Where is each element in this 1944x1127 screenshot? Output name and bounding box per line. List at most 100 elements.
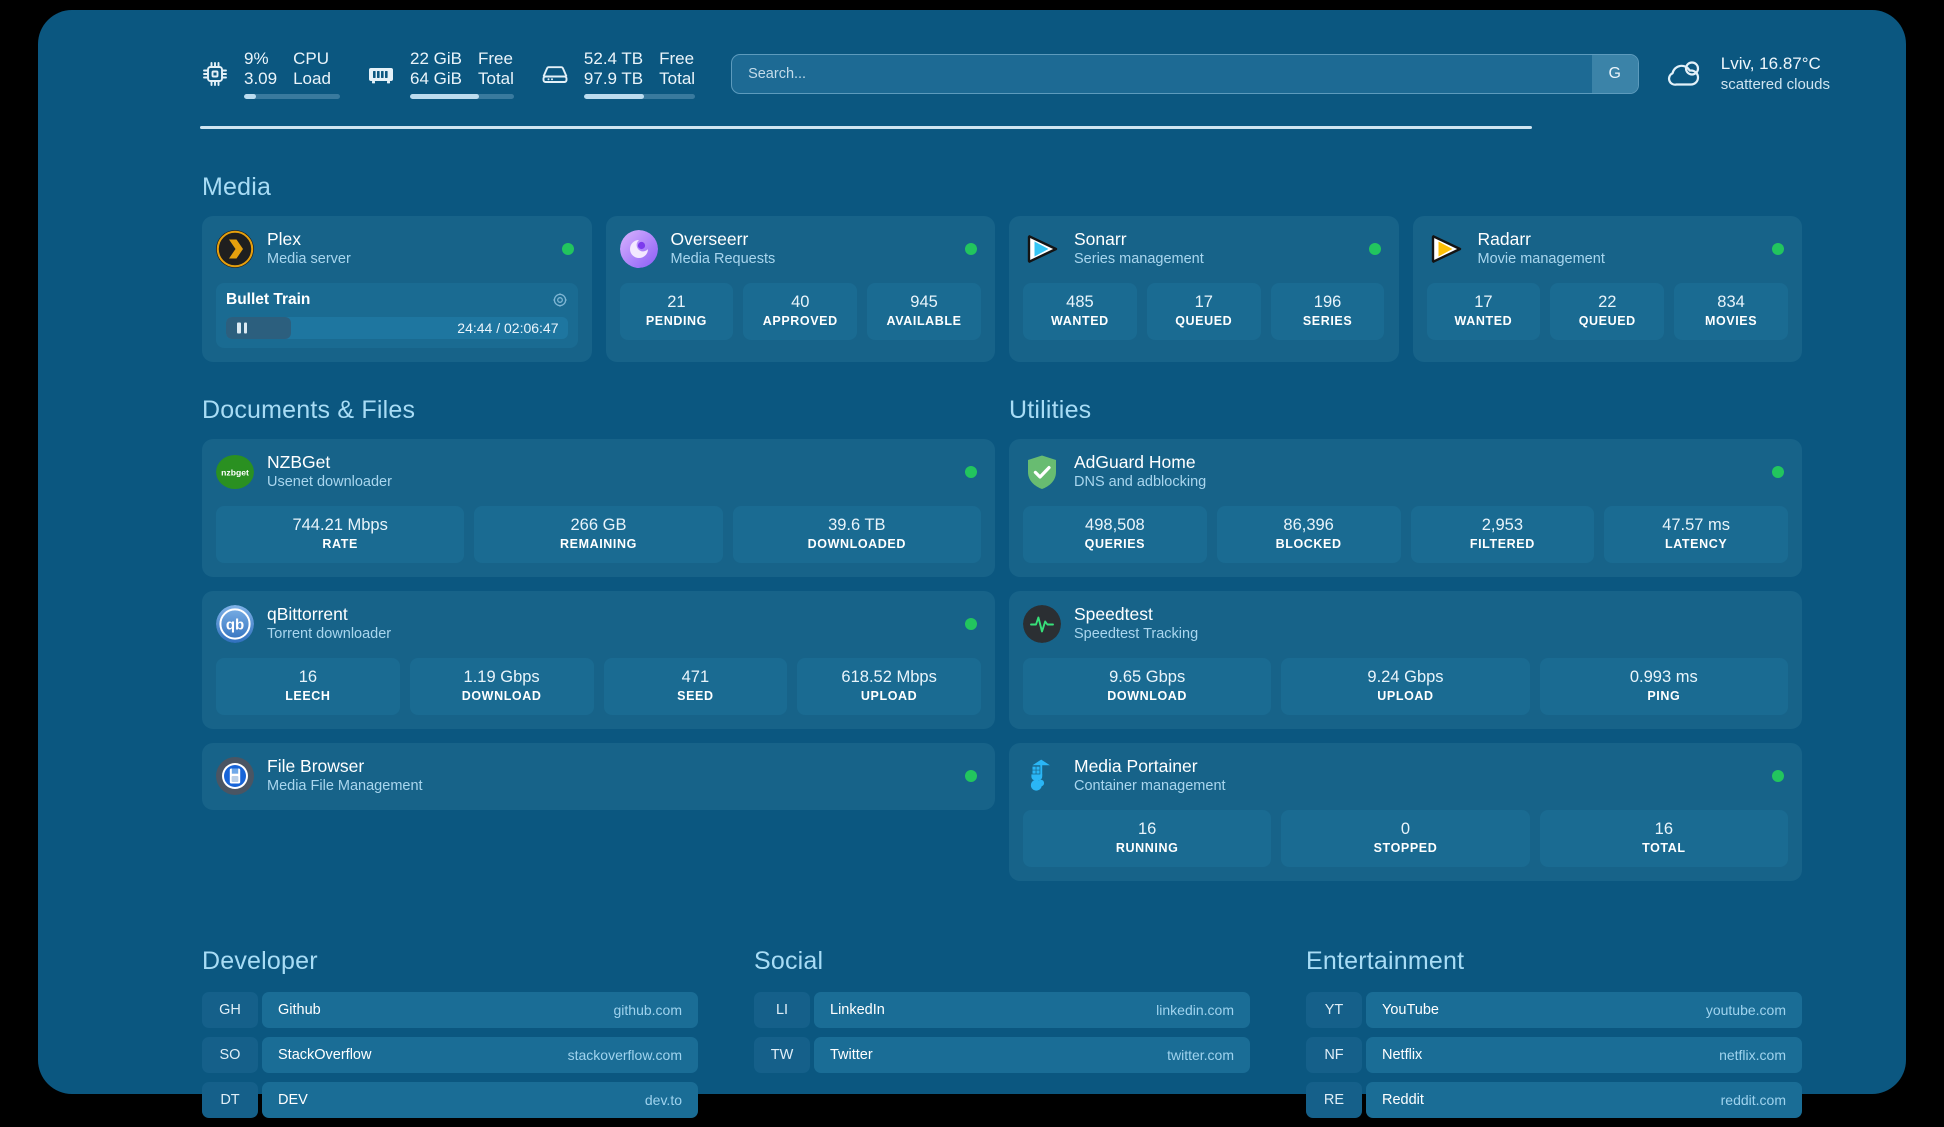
- card-subtitle: Torrent downloader: [267, 626, 392, 642]
- status-badge-online: [965, 466, 977, 478]
- bookmark-link[interactable]: DEV dev.to: [262, 1082, 698, 1118]
- stat-label: BLOCKED: [1275, 537, 1342, 551]
- service-card-adguard-home[interactable]: AdGuard Home DNS and adblocking 498,508 QUE…: [1009, 439, 1802, 577]
- service-card-media-portainer[interactable]: Media Portainer Container management 16 RUN…: [1009, 743, 1802, 881]
- stat-label: TOTAL: [1642, 841, 1686, 855]
- system-stat-cpu: 9% 3.09 CPU Load: [200, 49, 340, 99]
- bookmark-link[interactable]: LinkedIn linkedin.com: [814, 992, 1250, 1028]
- bookmark-item[interactable]: RE Reddit reddit.com: [1306, 1082, 1802, 1118]
- service-card-sonarr[interactable]: Sonarr Series management 485 WANTED 17 QUEUED…: [1009, 216, 1399, 362]
- card-header: Media Portainer Container management: [1023, 756, 1788, 796]
- card-title: qBittorrent: [267, 604, 348, 624]
- card-title: File Browser: [267, 756, 365, 776]
- bookmark-item[interactable]: LI LinkedIn linkedin.com: [754, 992, 1250, 1028]
- bookmark-link[interactable]: StackOverflow stackoverflow.com: [262, 1037, 698, 1073]
- stat-value: 47.57 ms: [1662, 516, 1731, 534]
- bookmark-name: Github: [278, 1002, 321, 1018]
- stat-value: 9.24 Gbps: [1367, 668, 1444, 686]
- stat-tile: 471 SEED: [603, 658, 788, 715]
- stat-value: 498,508: [1085, 516, 1145, 534]
- status-badge-online: [965, 618, 977, 630]
- bookmark-name: DEV: [278, 1092, 308, 1108]
- bookmarks-area: Developer GH Github github.com SO StackOverfl…: [202, 947, 1802, 1127]
- bookmark-item[interactable]: GH Github github.com: [202, 992, 698, 1028]
- card-header: Radarr Movie management: [1427, 229, 1789, 269]
- stat-label: MOVIES: [1704, 314, 1758, 328]
- portainer-logo: [1023, 757, 1061, 795]
- dashboard-window: 9% 3.09 CPU Load 22 GiB 64 GiB Free Total 52.4 T…: [38, 10, 1906, 1118]
- service-card-nzbget[interactable]: nzbget NZBGet Usenet downloader 744.21 Mbps…: [202, 439, 995, 577]
- card-subtitle: Movie management: [1477, 251, 1605, 267]
- stat-value: 1.19 Gbps: [463, 668, 540, 686]
- system-stat-value-primary: 52.4 TB: [583, 49, 644, 68]
- weather-description: scattered clouds: [1720, 76, 1830, 93]
- system-stats-group: 9% 3.09 CPU Load 22 GiB 64 GiB Free Total 52.4 T…: [200, 49, 721, 99]
- service-card-overseerr[interactable]: Overseerr Media Requests 21 PENDING 40 APPROV…: [605, 216, 995, 362]
- system-stat-label-primary: Free: [477, 49, 513, 68]
- bookmark-group-title: Entertainment: [1306, 947, 1465, 975]
- stat-label: AVAILABLE: [886, 314, 962, 328]
- status-badge-online: [965, 770, 977, 782]
- card-title: Media Portainer: [1074, 756, 1198, 776]
- stat-tile: 1.19 Gbps DOWNLOAD: [409, 658, 594, 715]
- bookmark-link[interactable]: YouTube youtube.com: [1366, 992, 1802, 1028]
- stat-value: 0: [1400, 820, 1411, 838]
- bookmark-link[interactable]: Netflix netflix.com: [1366, 1037, 1802, 1073]
- bookmark-item[interactable]: NF Netflix netflix.com: [1306, 1037, 1802, 1073]
- stat-label: LEECH: [285, 689, 331, 703]
- playback-time: 24:44 / 02:06:47: [457, 320, 559, 336]
- bookmark-link[interactable]: Reddit reddit.com: [1366, 1082, 1802, 1118]
- stat-value: 86,396: [1283, 516, 1334, 534]
- card-stats: 498,508 QUERIES 86,396 BLOCKED 2,953 FILTERED…: [1023, 506, 1788, 563]
- service-card-qbittorrent[interactable]: qb qBittorrent Torrent downloader 16 LEECH 1.…: [202, 591, 995, 729]
- stat-value: 834: [1717, 293, 1745, 311]
- status-badge-online: [1772, 770, 1784, 782]
- service-card-speedtest[interactable]: Speedtest Speedtest Tracking 9.65 Gbps DOWN…: [1009, 591, 1802, 729]
- bookmark-abbreviation: GH: [202, 992, 258, 1028]
- bookmark-group-developer: Developer GH Github github.com SO StackOverfl…: [202, 947, 698, 1127]
- bookmark-item[interactable]: TW Twitter twitter.com: [754, 1037, 1250, 1073]
- status-badge-online: [1772, 466, 1784, 478]
- bookmark-item[interactable]: DT DEV dev.to: [202, 1082, 698, 1118]
- stat-tile: 40 APPROVED: [743, 283, 858, 340]
- adguard-logo: [1023, 453, 1061, 491]
- section-title-documents: Documents & Files: [202, 396, 416, 424]
- stat-tile: 266 GB REMAINING: [474, 506, 723, 563]
- stat-tile: 2,953 FILTERED: [1410, 506, 1595, 563]
- service-card-file-browser[interactable]: File Browser Media File Management: [202, 743, 995, 810]
- card-subtitle: Speedtest Tracking: [1074, 626, 1199, 642]
- svg-text:qb: qb: [226, 617, 244, 634]
- service-card-plex[interactable]: Plex Media server Bullet Train 24:44 / 02:0…: [202, 216, 592, 362]
- stat-label: DOWNLOADED: [807, 537, 906, 551]
- bookmark-url: linkedin.com: [1156, 1002, 1234, 1018]
- service-card-radarr[interactable]: Radarr Movie management 17 WANTED 22 QUEUED 83…: [1412, 216, 1802, 362]
- bookmark-link[interactable]: Twitter twitter.com: [814, 1037, 1250, 1073]
- system-stat-value-secondary: 64 GiB: [410, 69, 462, 88]
- playback-progress-bar[interactable]: 24:44 / 02:06:47: [226, 317, 568, 339]
- stat-value: 2,953: [1481, 516, 1524, 534]
- stat-label: QUEUED: [1578, 314, 1636, 328]
- bookmark-name: Reddit: [1382, 1092, 1424, 1108]
- bookmark-item[interactable]: SO StackOverflow stackoverflow.com: [202, 1037, 698, 1073]
- bookmark-name: StackOverflow: [278, 1047, 372, 1063]
- card-subtitle: Container management: [1074, 778, 1226, 794]
- system-stat-value-secondary: 97.9 TB: [583, 69, 644, 88]
- stat-label: DOWNLOAD: [461, 689, 542, 703]
- pause-icon[interactable]: [237, 322, 247, 334]
- stat-value: 21: [667, 293, 686, 311]
- bookmark-link[interactable]: Github github.com: [262, 992, 698, 1028]
- stat-tile: 47.57 ms LATENCY: [1604, 506, 1788, 563]
- weather-temperature: Lviv, 16.87°C: [1720, 54, 1821, 73]
- card-stats: 9.65 Gbps DOWNLOAD 9.24 Gbps UPLOAD 0.993 ms…: [1023, 658, 1788, 715]
- bookmark-item[interactable]: YT YouTube youtube.com: [1306, 992, 1802, 1028]
- stat-tile: 17 WANTED: [1426, 283, 1541, 340]
- search-input[interactable]: [731, 54, 1639, 94]
- system-stat-meta: 9% 3.09 CPU Load: [244, 49, 340, 99]
- card-subtitle: Media Requests: [670, 251, 776, 267]
- card-subtitle: Usenet downloader: [267, 474, 392, 490]
- google-search-button[interactable]: G: [1591, 55, 1638, 93]
- section-media: Media Plex Media server Bullet Train 24:44 …: [202, 173, 1802, 362]
- system-stat-ram: 22 GiB 64 GiB Free Total: [366, 49, 514, 99]
- gear-icon[interactable]: [552, 292, 568, 308]
- stat-label: RATE: [322, 537, 358, 551]
